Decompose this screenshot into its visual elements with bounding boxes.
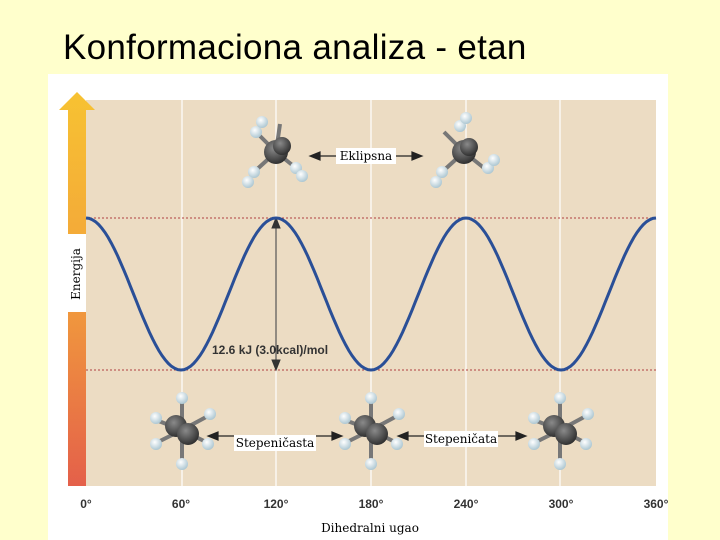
x-tick-label: 180° — [359, 497, 384, 511]
slide-title: Konformaciona analiza - etan — [63, 28, 527, 67]
chart-svg: Energija 12.6 kJ (3.0kcal)/mol — [59, 92, 668, 535]
ylabel-box — [66, 234, 86, 312]
x-tick-label: 240° — [454, 497, 479, 511]
x-tick-label: 120° — [264, 497, 289, 511]
barrier-arrow — [271, 216, 281, 372]
eclipsed-arrows — [308, 151, 424, 161]
eclipsed-molecule-right — [430, 112, 500, 188]
x-tick-label: 360° — [644, 497, 668, 511]
y-axis-label: Energija — [69, 248, 83, 300]
eclipsed-label: Eklipsna — [340, 149, 392, 163]
staggered-arrows — [206, 431, 528, 441]
x-tick-label: 300° — [549, 497, 574, 511]
staggered-molecule-left — [150, 392, 216, 470]
staggered-molecule-right — [528, 392, 594, 470]
staggered-molecule-middle — [339, 392, 405, 470]
x-tick-labels: 0° 60° 120° 180° 240° 300° 360° — [80, 497, 668, 511]
eclipsed-molecule-left — [242, 116, 308, 188]
eclipsed-label-box — [336, 148, 396, 164]
energy-diagram: Energija 12.6 kJ (3.0kcal)/mol — [48, 74, 668, 540]
staggered-left-label: Stepeničasta — [236, 436, 315, 450]
energy-curve — [85, 216, 657, 372]
x-tick-label: 60° — [172, 497, 190, 511]
x-tick-label: 0° — [80, 497, 92, 511]
x-axis-label: Dihedralni ugao — [321, 521, 419, 535]
staggered-left-label-box — [234, 435, 316, 451]
staggered-right-label: Stepeničata — [425, 432, 497, 446]
barrier-annotation: 12.6 kJ (3.0kcal)/mol — [212, 343, 328, 357]
staggered-right-label-box — [424, 431, 498, 447]
